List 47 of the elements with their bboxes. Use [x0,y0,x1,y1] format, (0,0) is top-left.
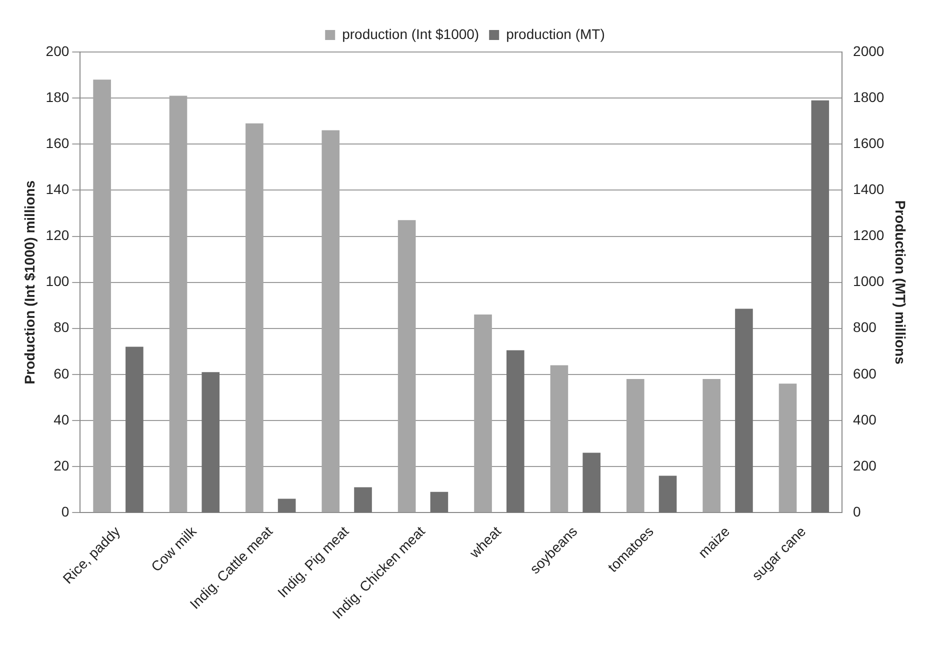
y-tick-label: 20 [54,457,70,474]
y2-tick-label: 0 [853,503,862,520]
bar [811,100,830,513]
bar [626,379,644,512]
y-tick-label: 180 [46,88,70,105]
bar [169,96,188,512]
y-tick-label: 120 [46,227,70,244]
bar [550,365,568,512]
y-tick-label: 100 [46,273,70,290]
y2-tick-label: 800 [853,319,877,336]
y2-tick-label: 1400 [853,181,884,198]
bar [354,487,372,513]
bar [93,80,111,512]
bar [735,308,753,513]
y-tick-label: 0 [61,503,70,520]
bar [202,372,220,513]
bar [474,314,492,512]
y-tick-label: 80 [54,319,70,336]
bar [430,492,448,513]
y2-tick-label: 2000 [853,42,884,59]
y-tick-label: 40 [54,411,70,428]
y2-tick-label: 1000 [853,273,884,290]
y2-tick-label: 1600 [853,134,884,151]
bar [398,220,416,512]
y2-axis-title: Production (MT) millions [892,200,909,365]
legend-label: production (MT) [506,26,605,42]
y-tick-label: 140 [46,181,70,198]
y2-tick-label: 1200 [853,227,884,244]
legend-label: production (Int $1000) [342,26,480,42]
bar [506,350,524,513]
bar [702,379,720,512]
bar [582,452,600,513]
y2-tick-label: 200 [853,457,877,474]
y-tick-label: 60 [54,365,70,382]
x-tick-label: Cow milk [148,522,200,575]
bar [658,476,677,513]
y2-tick-label: 1800 [853,88,884,105]
y-axis-title: Production (Int $1000) millions [21,180,38,384]
y-tick-label: 160 [46,134,70,151]
y2-tick-label: 400 [853,411,877,428]
y2-tick-label: 600 [853,365,877,382]
y-tick-label: 200 [46,42,70,59]
bar [126,346,144,513]
bar [322,130,340,512]
bar [778,384,797,512]
bar [246,123,264,512]
bar [278,498,296,513]
